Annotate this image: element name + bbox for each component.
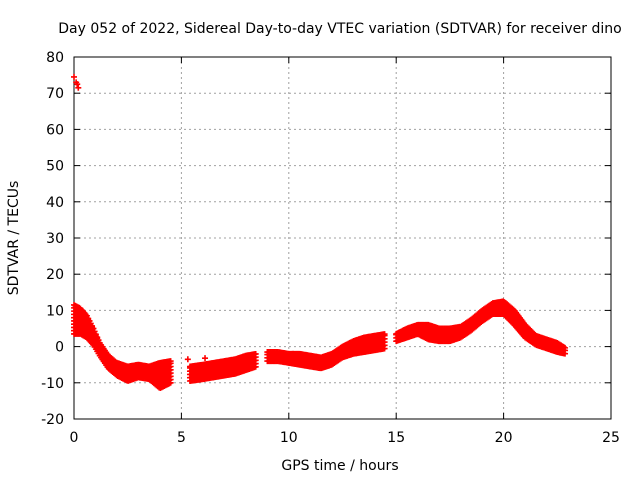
y-tick-label: 30	[46, 231, 64, 247]
x-axis-label: GPS time / hours	[281, 458, 398, 474]
y-tick-label: 10	[46, 303, 64, 319]
axis-ticks: -20 -10 0 10 20 30 40 50 60 70 80 0 5 10 15 20 25	[41, 50, 620, 446]
data-point	[184, 356, 191, 363]
data-point	[71, 73, 77, 80]
x-tick-label: 15	[387, 430, 405, 446]
x-tick-label: 5	[177, 430, 186, 446]
chart-title: Day 052 of 2022, Sidereal Day-to-day VTE…	[58, 21, 621, 37]
y-tick-label: 20	[46, 267, 64, 283]
y-tick-label: 40	[46, 195, 64, 211]
x-tick-label: 0	[70, 430, 79, 446]
x-tick-label: 25	[602, 430, 620, 446]
y-tick-label: 80	[46, 50, 64, 66]
x-tick-label: 20	[495, 430, 513, 446]
y-axis-label: SDTVAR / TECUs	[6, 181, 22, 296]
data-point	[202, 355, 209, 362]
data-point	[167, 358, 174, 365]
y-tick-label: 0	[55, 340, 64, 356]
y-tick-label: 70	[46, 86, 64, 102]
data-point	[381, 331, 388, 338]
x-tick-label: 10	[280, 430, 298, 446]
y-tick-label: 60	[46, 122, 64, 138]
data-point	[74, 81, 81, 88]
data-points	[71, 73, 569, 392]
data-point	[75, 84, 82, 91]
data-point	[252, 350, 259, 357]
y-tick-label: -20	[41, 412, 64, 428]
y-tick-label: -10	[41, 376, 64, 392]
y-tick-label: 50	[46, 159, 64, 175]
data-point	[562, 344, 569, 351]
